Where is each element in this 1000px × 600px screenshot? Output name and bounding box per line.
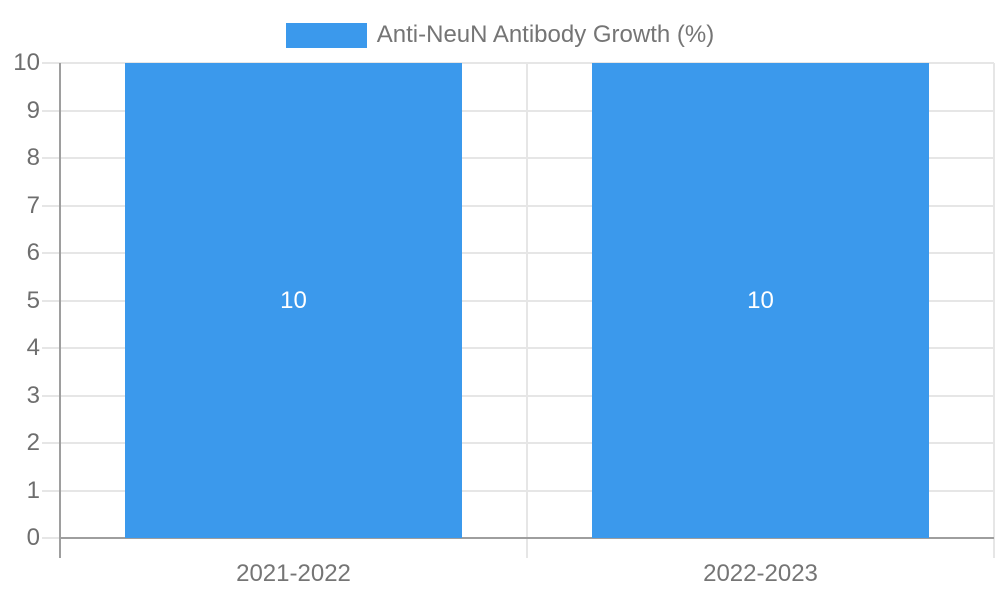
y-tick-mark <box>42 299 60 302</box>
y-tick-mark <box>42 62 60 64</box>
y-tick-label: 9 <box>26 96 40 124</box>
y-axis-line <box>59 63 61 558</box>
legend-item[interactable]: Anti-NeuN Antibody Growth (%) <box>285 21 715 49</box>
x-axis-divider <box>526 63 528 558</box>
y-tick-mark <box>42 347 60 349</box>
y-tick-label: 5 <box>26 286 40 314</box>
y-tick-label: 7 <box>26 191 40 219</box>
x-tick-label: 2022-2023 <box>703 560 818 587</box>
legend-label: Anti-NeuN Antibody Growth (%) <box>376 21 715 48</box>
bar-value-label: 10 <box>747 286 774 314</box>
y-tick-mark <box>42 442 60 444</box>
y-tick-label: 3 <box>26 381 40 409</box>
legend-swatch <box>285 22 367 48</box>
y-tick-mark <box>42 204 60 207</box>
chart-legend: Anti-NeuN Antibody Growth (%) <box>0 21 1000 49</box>
y-tick-mark <box>42 537 60 539</box>
y-tick-label: 2 <box>26 429 40 456</box>
x-axis-baseline <box>60 537 994 539</box>
y-tick-mark <box>42 489 60 492</box>
y-tick-label: 4 <box>26 334 40 361</box>
y-tick-label: 0 <box>26 524 40 551</box>
plot-right-border <box>993 63 995 558</box>
bar[interactable] <box>591 63 930 538</box>
x-tick-label: 2021-2022 <box>236 560 351 587</box>
bar-value-label: 10 <box>280 286 307 314</box>
y-tick-mark <box>42 252 60 254</box>
y-tick-label: 6 <box>26 239 40 266</box>
y-tick-label: 10 <box>13 49 40 76</box>
y-tick-mark <box>42 157 60 159</box>
y-tick-mark <box>42 394 60 397</box>
y-tick-label: 1 <box>26 476 40 504</box>
y-tick-label: 8 <box>26 144 40 171</box>
bar[interactable] <box>124 63 463 538</box>
y-tick-mark <box>42 109 60 112</box>
